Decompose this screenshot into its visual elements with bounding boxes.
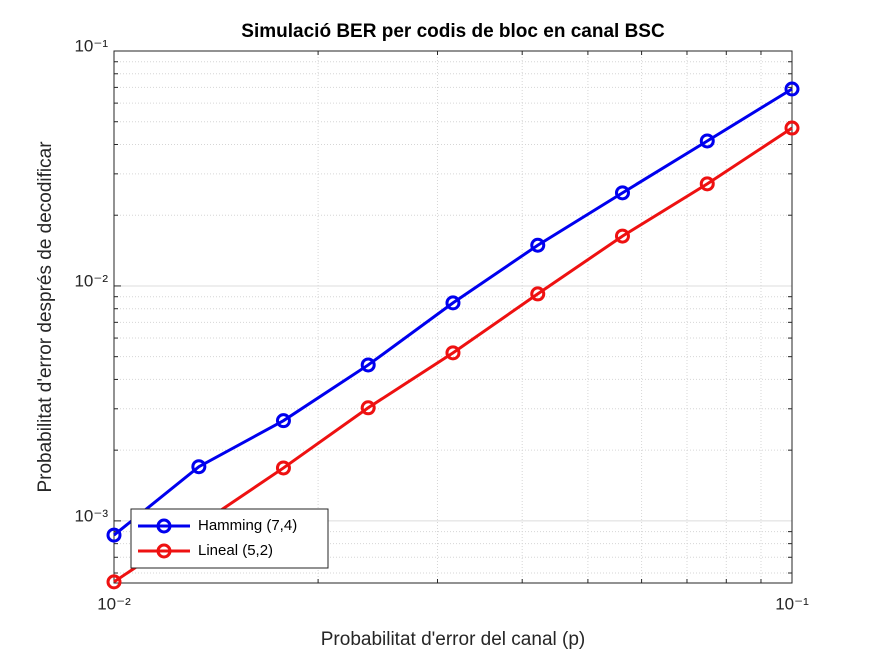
marker [360, 400, 376, 416]
marker [530, 237, 546, 253]
marker [360, 357, 376, 373]
marker [106, 527, 122, 543]
marker [106, 574, 122, 590]
series-line [113, 126, 793, 584]
marker [445, 345, 461, 361]
marker [699, 176, 715, 192]
y-tick-label: 10⁻¹ [74, 36, 108, 55]
y-axis-label: Probabilitat d'error després de decodifi… [35, 141, 56, 493]
marker [784, 81, 800, 97]
legend-label: Lineal (5,2) [198, 542, 273, 559]
axes-box [113, 50, 793, 584]
marker [699, 133, 715, 149]
legend-marker [156, 543, 172, 559]
marker [275, 460, 291, 476]
chart-title: Simulació BER per codis de bloc en canal… [241, 21, 665, 42]
marker [614, 228, 630, 244]
y-tick-label: 10⁻³ [74, 506, 108, 525]
marker [530, 286, 546, 302]
legend-label: Hamming (7,4) [198, 517, 297, 534]
legend: Hamming (7,4) Lineal (5,2) [130, 508, 329, 569]
series-line [113, 87, 793, 537]
marker [191, 459, 207, 475]
plot-area [114, 51, 792, 583]
x-axis-label: Probabilitat d'error del canal (p) [321, 629, 585, 650]
marker [445, 295, 461, 311]
marker [784, 120, 800, 136]
marker [275, 413, 291, 429]
legend-marker [156, 518, 172, 534]
marker [614, 185, 630, 201]
x-tick-label: 10⁻¹ [775, 594, 809, 613]
y-tick-label: 10⁻² [74, 271, 108, 290]
x-tick-label: 10⁻² [97, 594, 131, 613]
